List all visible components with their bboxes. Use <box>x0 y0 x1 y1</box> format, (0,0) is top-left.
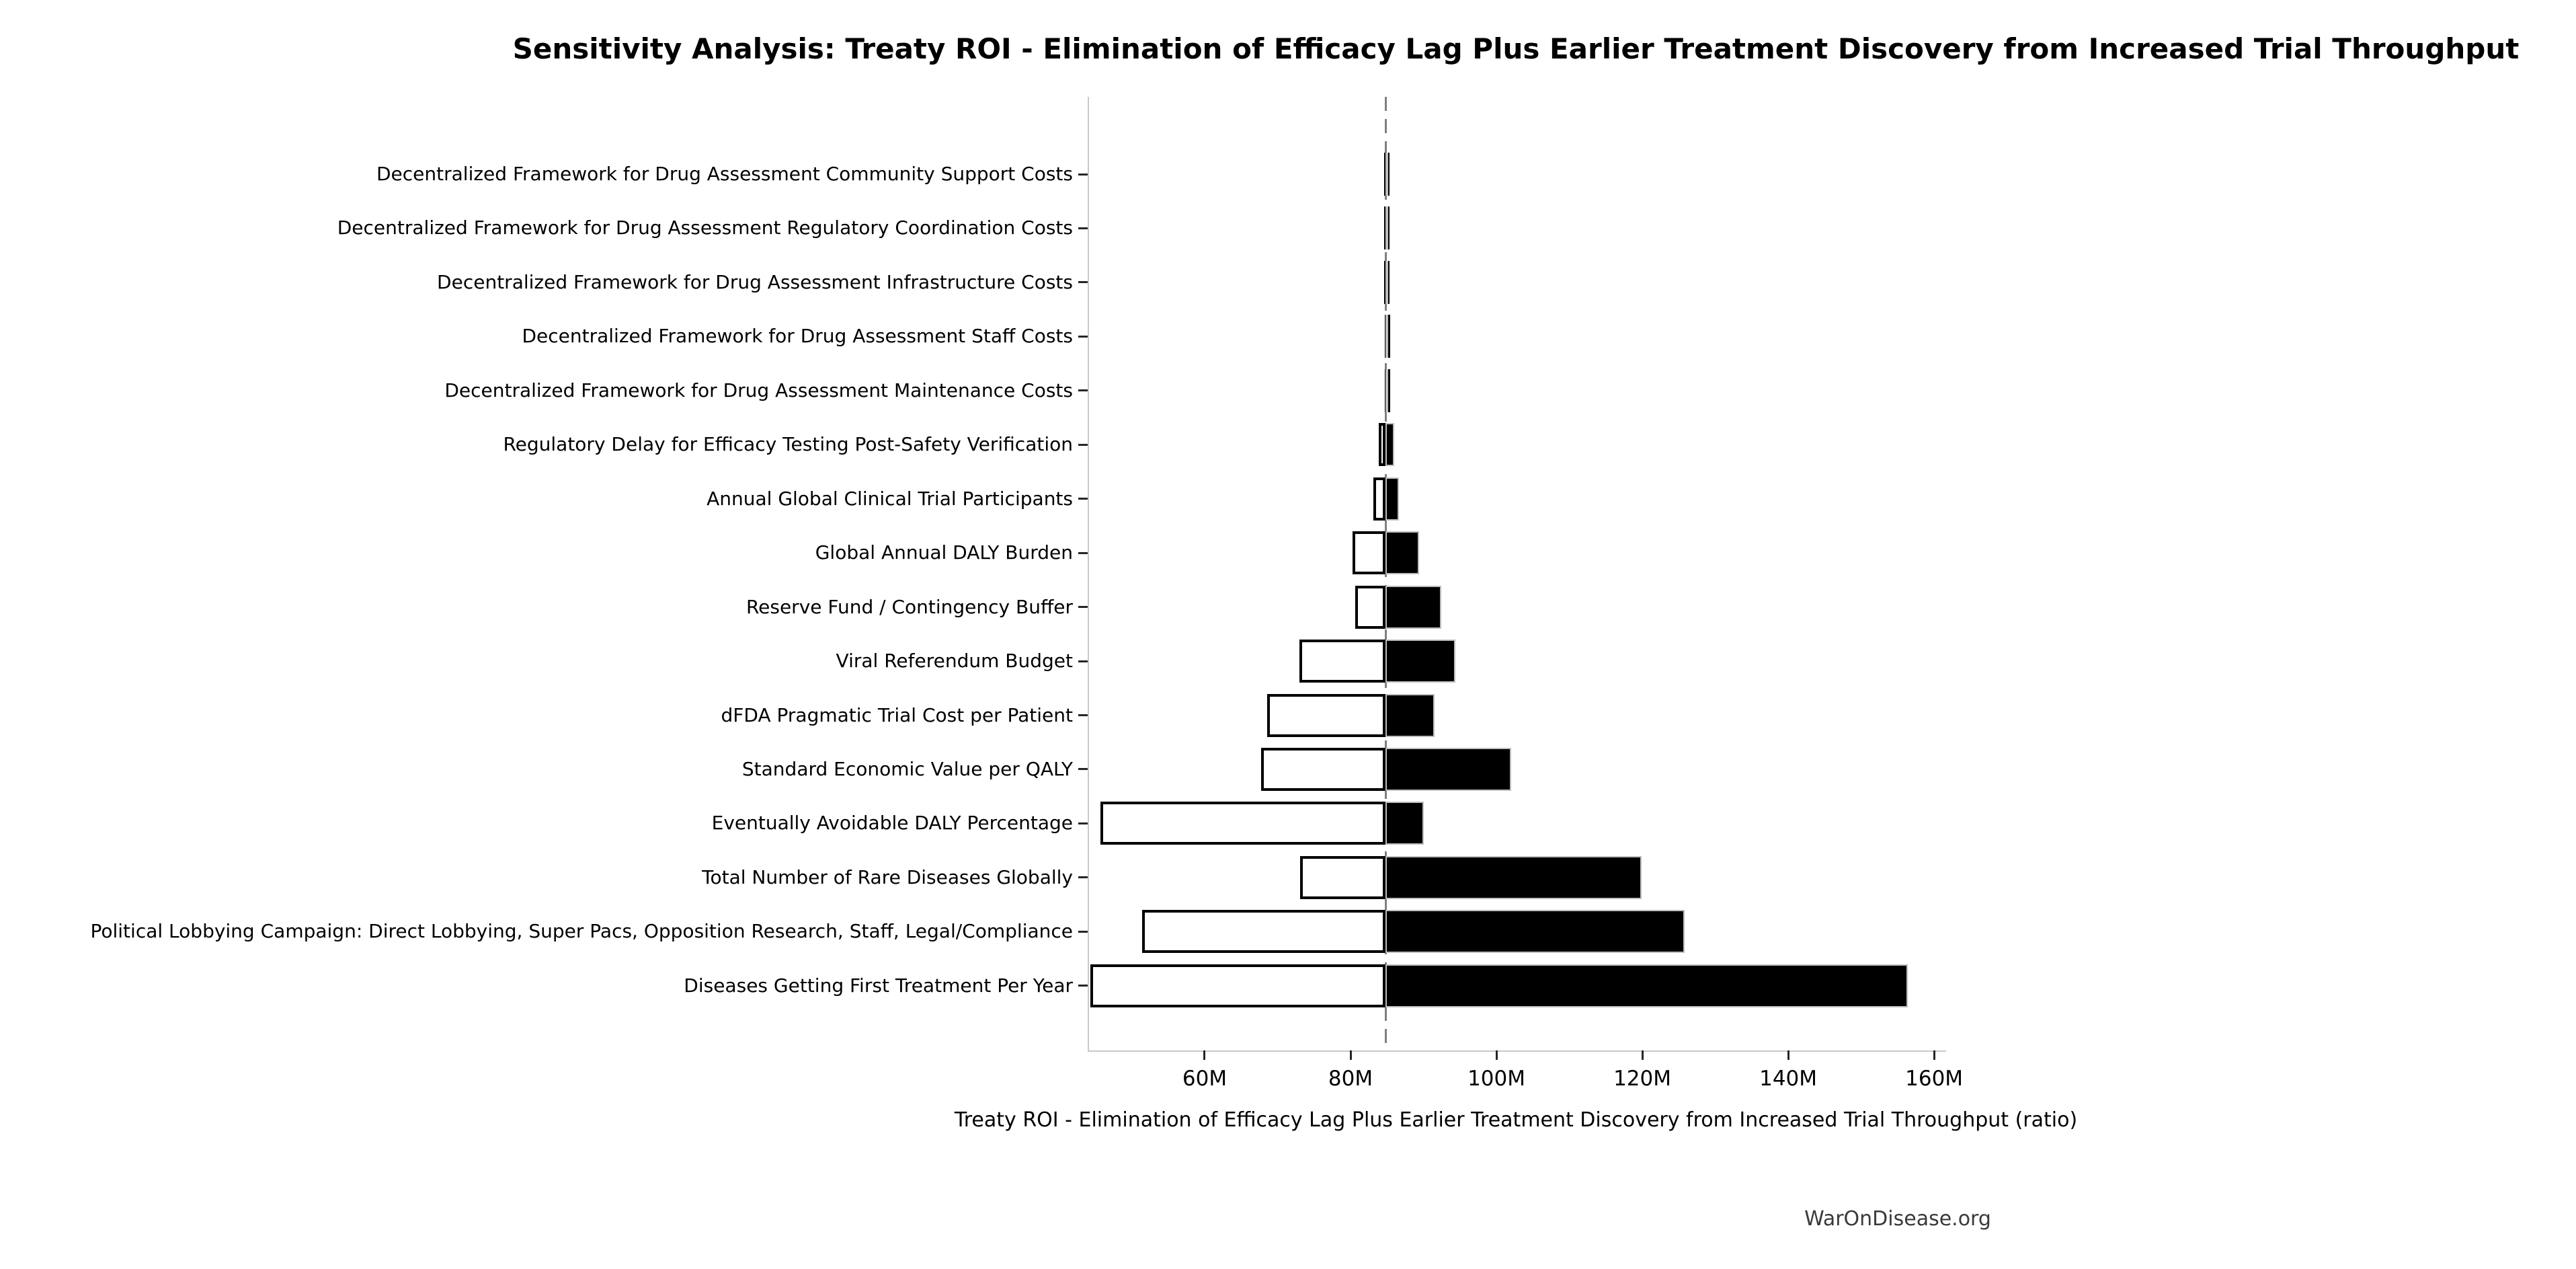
y-axis-label: Total Number of Rare Diseases Globally <box>702 866 1073 888</box>
x-tick-label: 60M <box>1182 1067 1227 1091</box>
y-tick-mark <box>1078 173 1088 176</box>
y-axis-label: dFDA Pragmatic Trial Cost per Patient <box>721 703 1074 726</box>
x-tick-mark <box>1787 1050 1789 1060</box>
tornado-bar-high <box>1385 964 1908 1007</box>
y-tick-mark <box>1078 551 1088 554</box>
chart-title: Sensitivity Analysis: Treaty ROI - Elimi… <box>512 32 2520 65</box>
y-axis-label: Diseases Getting First Treatment Per Yea… <box>684 974 1073 997</box>
tornado-bar-high <box>1385 747 1511 791</box>
tornado-bar-high <box>1385 477 1400 521</box>
tornado-bar-low <box>1090 964 1386 1007</box>
tornado-bar-high <box>1385 315 1389 358</box>
tornado-bar-high <box>1385 260 1389 304</box>
x-tick-mark <box>1495 1050 1498 1060</box>
x-tick-mark <box>1641 1050 1644 1060</box>
y-tick-mark <box>1078 227 1088 229</box>
y-tick-mark <box>1078 768 1088 771</box>
y-tick-mark <box>1078 281 1088 284</box>
y-axis-label: Regulatory Delay for Efficacy Testing Po… <box>503 433 1073 456</box>
tornado-bar-high <box>1385 369 1389 412</box>
tornado-bar-high <box>1385 640 1456 683</box>
tornado-bar-high <box>1385 206 1389 250</box>
tornado-bar-high <box>1385 531 1419 575</box>
y-axis-label: Standard Economic Value per QALY <box>741 757 1073 780</box>
tornado-bar-low <box>1260 747 1386 791</box>
y-tick-mark <box>1078 985 1088 987</box>
y-axis-label: Decentralized Framework for Drug Assessm… <box>376 163 1073 185</box>
watermark-text: WarOnDisease.org <box>1804 1207 1991 1231</box>
x-tick-label: 140M <box>1759 1067 1818 1091</box>
y-axis-label: Global Annual DALY Burden <box>815 541 1073 564</box>
y-axis-label: Decentralized Framework for Drug Assessm… <box>337 217 1073 239</box>
y-tick-mark <box>1078 606 1088 609</box>
plot-area: 60M 80M 100M 120M 140M 160M <box>1078 97 1963 1091</box>
tornado-bar-low <box>1100 802 1386 845</box>
tornado-bar-low <box>1300 855 1386 899</box>
y-axis-label: Eventually Avoidable DALY Percentage <box>711 812 1073 835</box>
y-axis-label: Political Lobbying Campaign: Direct Lobb… <box>90 920 1073 943</box>
tornado-bar-low <box>1299 640 1386 683</box>
tornado-bar-high <box>1385 855 1642 899</box>
y-tick-mark <box>1078 498 1088 500</box>
y-axis-label: Decentralized Framework for Drug Assessm… <box>444 379 1073 401</box>
y-axis-label: Decentralized Framework for Drug Assessm… <box>522 325 1073 348</box>
tornado-bar-low <box>1353 531 1386 575</box>
x-tick-label: 160M <box>1905 1067 1964 1091</box>
y-tick-mark <box>1078 876 1088 879</box>
y-tick-mark <box>1078 822 1088 824</box>
tornado-bar-low <box>1141 910 1386 954</box>
tornado-bar-low <box>1373 477 1386 521</box>
tornado-bar-low <box>1355 585 1386 629</box>
y-tick-mark <box>1078 335 1088 338</box>
x-tick-mark <box>1203 1050 1206 1060</box>
tornado-bar-high <box>1385 585 1441 629</box>
y-tick-mark <box>1078 714 1088 716</box>
tornado-bar-high <box>1385 423 1394 467</box>
x-tick-label: 100M <box>1467 1067 1525 1091</box>
tornado-bar-low <box>1378 423 1386 467</box>
y-axis-label: Viral Referendum Budget <box>836 650 1073 672</box>
y-tick-mark <box>1078 930 1088 933</box>
tornado-bar-high <box>1385 693 1435 737</box>
tornado-bar-high <box>1385 910 1685 954</box>
y-axis-label: Reserve Fund / Contingency Buffer <box>746 595 1073 618</box>
y-tick-mark <box>1078 660 1088 662</box>
y-axis-label: Decentralized Framework for Drug Assessm… <box>437 270 1073 293</box>
x-tick-mark <box>1933 1050 1935 1060</box>
x-tick-label: 80M <box>1328 1067 1373 1091</box>
tornado-bar-high <box>1385 802 1424 845</box>
tornado-bar-high <box>1385 153 1389 196</box>
x-tick-mark <box>1349 1050 1352 1060</box>
x-tick-label: 120M <box>1613 1067 1671 1091</box>
y-tick-mark <box>1078 389 1088 392</box>
y-axis-label: Annual Global Clinical Trial Participant… <box>707 487 1073 510</box>
x-axis-label: Treaty ROI - Elimination of Efficacy Lag… <box>954 1108 2078 1132</box>
tornado-bar-low <box>1267 693 1386 737</box>
y-tick-mark <box>1078 443 1088 446</box>
